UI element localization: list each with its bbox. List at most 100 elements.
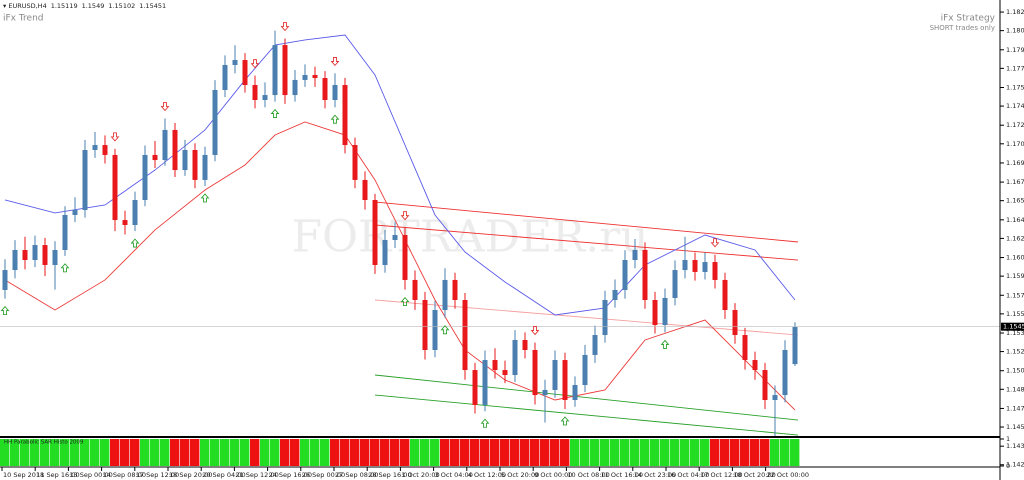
histogram-bar	[670, 439, 680, 466]
histogram-bar	[240, 439, 250, 466]
y-tick-label: 1.14390	[1006, 442, 1024, 450]
histogram-bar	[350, 439, 360, 466]
candle-body	[662, 297, 668, 325]
histogram-bar	[330, 439, 340, 466]
candle-body	[602, 299, 608, 336]
histogram-bar	[250, 439, 260, 466]
histogram-bar	[310, 439, 320, 466]
y-tick-label: 1.17910	[1006, 46, 1024, 54]
histogram-bar	[420, 439, 430, 466]
sell-arrow	[160, 102, 170, 112]
histogram-bar	[390, 439, 400, 466]
histogram-bar	[500, 439, 510, 466]
histogram-bar	[0, 439, 10, 466]
sell-arrow	[530, 326, 540, 336]
plot-area	[0, 22, 1000, 437]
histogram-bar	[470, 439, 480, 466]
candle-body	[622, 260, 628, 290]
candle-body	[572, 385, 578, 400]
candle-body	[232, 60, 238, 65]
candle-body	[42, 245, 48, 265]
channel-line	[374, 394, 799, 436]
histogram-bar	[270, 439, 280, 466]
x-tick-label: 10 Sep 2018	[3, 471, 44, 479]
y-tick-label: 1.15565	[1006, 310, 1024, 318]
candle-body	[52, 249, 58, 265]
indicator-title: iFx Trend	[3, 14, 44, 24]
x-tick-label: 14 Sep 08:00	[103, 471, 146, 479]
candle-body	[722, 279, 728, 311]
candle-body	[222, 64, 228, 90]
histogram-bar	[150, 439, 160, 466]
histogram-bar	[70, 439, 80, 466]
histogram-bar	[780, 439, 790, 466]
buy-arrow	[200, 193, 210, 203]
candle-body	[702, 262, 708, 272]
sell-arrow	[330, 57, 340, 67]
histogram-tick-label: 0	[1006, 462, 1010, 470]
candle-body	[32, 245, 38, 261]
histogram-bar	[530, 439, 540, 466]
candle-body	[62, 214, 68, 250]
candle-body	[92, 145, 98, 150]
histogram-bar	[370, 439, 380, 466]
histogram-bar	[770, 439, 780, 466]
histogram-bar	[560, 439, 570, 466]
x-tick-label: 18 Sep 20:00	[169, 471, 212, 479]
x-tick-label: 16 Oct 04:00	[667, 471, 709, 479]
band-line	[4, 121, 796, 411]
candle-body	[552, 360, 558, 390]
x-tick-label: 11 Sep 16:00	[36, 471, 79, 479]
candle-body	[12, 249, 18, 271]
candle-body	[302, 74, 308, 80]
candle-body	[682, 260, 688, 271]
histogram-bar	[180, 439, 190, 466]
histogram-bar	[210, 439, 220, 466]
candle-body	[582, 354, 588, 386]
histogram-bar	[280, 439, 290, 466]
histogram-bar	[290, 439, 300, 466]
y-tick-label: 1.17575	[1006, 83, 1024, 91]
buy-arrow	[480, 418, 490, 428]
sell-arrow	[280, 22, 290, 32]
histogram-bar	[130, 439, 140, 466]
candle-body	[362, 179, 368, 200]
candle-body	[282, 45, 288, 96]
y-tick-label: 1.18080	[1006, 27, 1024, 35]
candle-body	[162, 129, 168, 161]
histogram-bar	[580, 439, 590, 466]
channel-line	[374, 224, 799, 261]
y-tick-label: 1.16735	[1006, 178, 1024, 186]
histogram-bar	[700, 439, 710, 466]
candle-body	[742, 335, 748, 361]
candle-body	[392, 235, 398, 240]
candle-body	[522, 339, 528, 350]
histogram-bar	[230, 439, 240, 466]
x-tick-label: 14 Oct 23:00	[634, 471, 676, 479]
x-tick-label: 3 Oct 04:00	[435, 471, 473, 479]
histogram-bar	[460, 439, 470, 466]
watermark: FORTRADER.ru	[291, 212, 648, 263]
header-value: 1.1549	[82, 2, 105, 10]
current-price-box	[1001, 322, 1024, 331]
histogram-bar	[450, 439, 460, 466]
candle-body	[382, 239, 388, 265]
y-tick-label: 1.17240	[1006, 121, 1024, 129]
candle-body	[532, 349, 538, 396]
y-tick-label: 1.14725	[1006, 404, 1024, 412]
candle-body	[312, 74, 318, 79]
x-tick-label: 4 Oct 12:00	[468, 471, 506, 479]
x-tick-label: 27 Sep 08:00	[335, 471, 378, 479]
histogram-bar	[760, 439, 770, 466]
candle-body	[462, 299, 468, 371]
histogram-bar	[540, 439, 550, 466]
histogram-bar	[260, 439, 270, 466]
histogram-bar	[640, 439, 650, 466]
histogram-bar	[220, 439, 230, 466]
histogram-bar	[650, 439, 660, 466]
histogram-bar	[140, 439, 150, 466]
candle-body	[772, 395, 778, 400]
candle-body	[142, 154, 148, 200]
histogram-bar	[80, 439, 90, 466]
